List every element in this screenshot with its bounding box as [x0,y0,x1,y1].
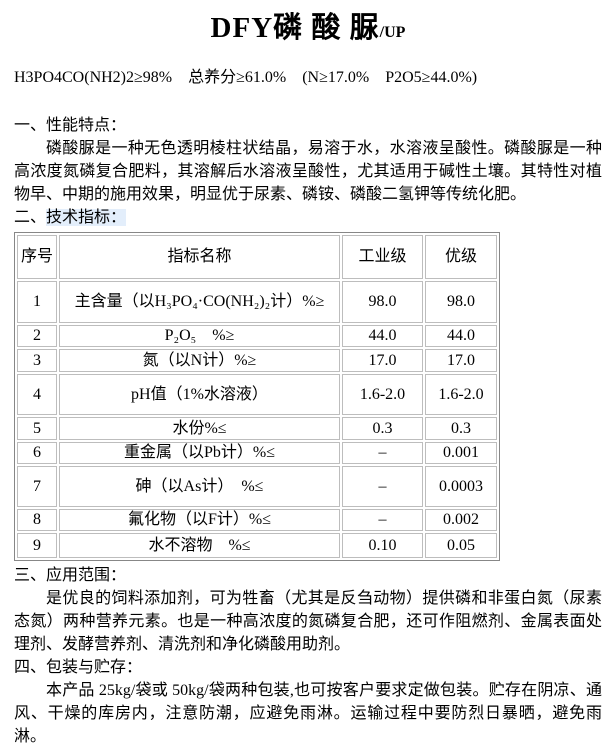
title-suffix: /UP [379,24,406,41]
col-header-industrial: 工业级 [342,235,423,279]
cell-premium: 44.0 [425,325,497,347]
table-row: 9 水不溶物 %≤ 0.10 0.05 [17,533,497,558]
cell-industrial: 44.0 [342,325,423,347]
section-3-heading: 三、应用范围： [14,567,127,584]
col-header-index: 序号 [17,235,57,279]
cell-premium: 0.002 [425,509,497,531]
cell-index: 7 [17,466,57,507]
col-header-premium: 优级 [425,235,497,279]
cell-premium: 0.3 [425,417,497,440]
cell-name: 氟化物（以F计）%≤ [59,509,340,531]
section-4-body: 本产品 25kg/袋或 50kg/袋两种包装,也可按客户要求定做包装。贮存在阴凉… [14,682,602,745]
spec-table: 序号 指标名称 工业级 优级 1 主含量（以H₃PO₄·CO(NH₂)₂计）%≥… [14,232,500,561]
table-row: 2 P₂O₅ %≥ 44.0 44.0 [17,325,497,347]
page-title: DFY磷 酸 脲/UP [14,6,602,54]
cell-name: 水份%≤ [59,417,340,440]
cell-name: 氮（以N计）%≥ [59,349,340,372]
cell-index: 8 [17,509,57,531]
cell-industrial: 17.0 [342,349,423,372]
cell-index: 5 [17,417,57,440]
cell-name: pH值（1%水溶液） [59,374,340,415]
cell-name: 水不溶物 %≤ [59,533,340,558]
cell-industrial: – [342,509,423,531]
cell-premium: 0.0003 [425,466,497,507]
cell-premium: 0.05 [425,533,497,558]
section-3-body: 是优良的饲料添加剂，可为牲畜（尤其是反刍动物）提供磷和非蛋白氮（尿素态氮）两种营… [14,590,602,653]
cell-industrial: 0.3 [342,417,423,440]
cell-index: 2 [17,325,57,347]
cell-industrial: – [342,442,423,464]
cell-premium: 1.6-2.0 [425,374,497,415]
table-row: 6 重金属（以Pb计）%≤ – 0.001 [17,442,497,464]
formula-line: H3PO4CO(NH2)2≥98% 总养分≥61.0% (N≥17.0% P2O… [14,69,478,86]
cell-index: 3 [17,349,57,372]
cell-premium: 0.001 [425,442,497,464]
table-row: 3 氮（以N计）%≥ 17.0 17.0 [17,349,497,372]
cell-name: 主含量（以H₃PO₄·CO(NH₂)₂计）%≥ [59,281,340,323]
table-row: 7 砷（以As计） %≤ – 0.0003 [17,466,497,507]
cell-index: 6 [17,442,57,464]
table-row: 4 pH值（1%水溶液） 1.6-2.0 1.6-2.0 [17,374,497,415]
cell-name: 重金属（以Pb计）%≤ [59,442,340,464]
section-4-heading: 四、包装与贮存： [14,659,143,676]
table-row: 8 氟化物（以F计）%≤ – 0.002 [17,509,497,531]
title-main: DFY磷 酸 脲 [210,12,380,44]
cell-premium: 98.0 [425,281,497,323]
cell-index: 4 [17,374,57,415]
section-2-prefix: 二、 [14,209,47,226]
cell-industrial: 0.10 [342,533,423,558]
section-2-label: 技术指标： [46,209,127,226]
table-row: 5 水份%≤ 0.3 0.3 [17,417,497,440]
cell-industrial: 1.6-2.0 [342,374,423,415]
section-2-heading: 二、技术指标： [14,206,602,229]
cell-premium: 17.0 [425,349,497,372]
cell-name: 砷（以As计） %≤ [59,466,340,507]
table-header-row: 序号 指标名称 工业级 优级 [17,235,497,279]
col-header-name: 指标名称 [59,235,340,279]
cell-index: 9 [17,533,57,558]
cell-industrial: 98.0 [342,281,423,323]
cell-name: P₂O₅ %≥ [59,325,340,347]
cell-index: 1 [17,281,57,323]
section-1-heading: 一、性能特点： [14,117,127,134]
section-1-body: 磷酸脲是一种无色透明棱柱状结晶，易溶于水，水溶液呈酸性。磷酸脲是一种高浓度氮磷复… [14,140,602,203]
cell-industrial: – [342,466,423,507]
table-row: 1 主含量（以H₃PO₄·CO(NH₂)₂计）%≥ 98.0 98.0 [17,281,497,323]
